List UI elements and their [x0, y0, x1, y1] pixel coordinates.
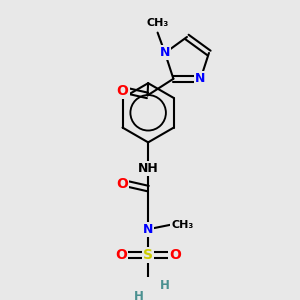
Text: NH: NH: [138, 162, 158, 175]
Text: O: O: [169, 248, 181, 262]
Text: N: N: [195, 72, 206, 85]
Text: CH₃: CH₃: [171, 220, 194, 230]
Text: O: O: [116, 248, 127, 262]
Text: H: H: [160, 279, 170, 292]
Text: CH₃: CH₃: [146, 18, 169, 28]
Text: H: H: [134, 290, 144, 300]
Text: N: N: [160, 46, 170, 59]
Text: N: N: [143, 223, 153, 236]
Text: O: O: [116, 177, 128, 191]
Text: S: S: [143, 248, 153, 262]
Text: O: O: [117, 84, 128, 98]
